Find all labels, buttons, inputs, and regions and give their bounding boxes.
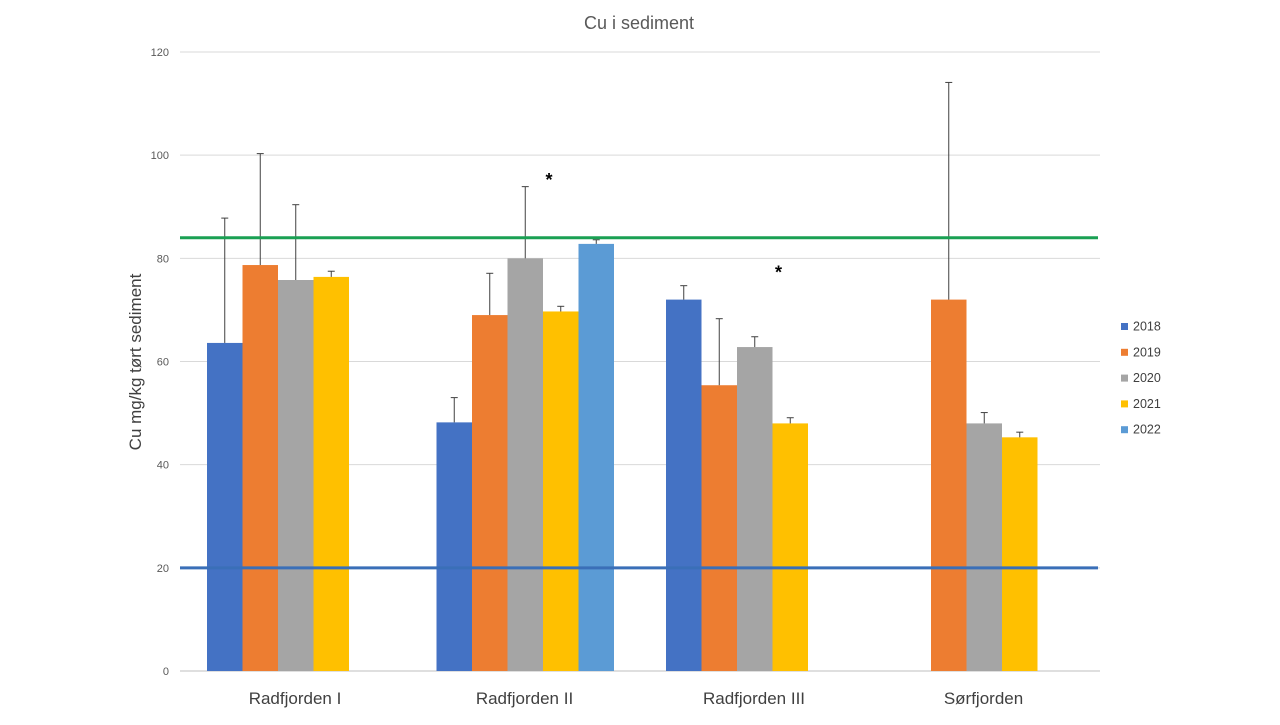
error-bars — [221, 81, 1024, 438]
y-tick-labels: 0 20 40 60 80 100 120 — [151, 47, 169, 678]
legend-swatch — [1121, 374, 1128, 382]
y-axis-label: Cu mg/kg tørt sediment — [126, 273, 145, 450]
y-tick-label: 100 — [151, 150, 169, 162]
legend-swatch — [1121, 323, 1128, 330]
bar — [278, 279, 314, 671]
legend-label: 2018 — [1133, 320, 1161, 334]
bar — [436, 422, 472, 671]
legend-label: 2022 — [1133, 423, 1161, 437]
annotation-asterisk: * — [775, 263, 782, 283]
bar — [242, 265, 278, 671]
x-tick-label: Radfjorden II — [476, 689, 573, 708]
bar — [507, 258, 543, 671]
x-tick-labels: Radfjorden I Radfjorden II Radfjorden III S… — [249, 689, 1024, 708]
legend-label: 2019 — [1133, 345, 1161, 359]
x-tick-label: Radfjorden III — [703, 689, 805, 708]
bar — [313, 276, 349, 671]
legend-label: 2021 — [1133, 397, 1161, 411]
bar — [666, 299, 702, 671]
bar — [966, 423, 1002, 671]
x-tick-label: Radfjorden I — [249, 689, 342, 708]
legend: 2018 2019 2020 2021 2022 — [1121, 320, 1161, 437]
legend-swatch — [1121, 348, 1128, 356]
legend-swatch — [1121, 400, 1128, 408]
y-tick-label: 20 — [157, 563, 169, 575]
bar — [543, 311, 579, 671]
bar — [578, 243, 614, 671]
annotations: ** — [545, 170, 782, 283]
bars — [207, 243, 1038, 671]
bar — [737, 347, 773, 671]
bar — [701, 385, 737, 671]
reference-lines — [180, 236, 1098, 570]
y-tick-label: 60 — [157, 357, 169, 369]
x-tick-label: Sørfjorden — [944, 689, 1023, 708]
bar — [772, 423, 808, 671]
annotation-asterisk: * — [545, 170, 552, 190]
legend-label: 2020 — [1133, 371, 1161, 385]
bar — [207, 342, 243, 671]
bar — [931, 299, 967, 671]
y-tick-label: 80 — [157, 253, 169, 265]
legend-swatch — [1121, 426, 1128, 434]
bar — [1002, 437, 1038, 671]
y-tick-label: 120 — [151, 47, 169, 59]
chart-title: Cu i sediment — [584, 13, 694, 33]
bar — [472, 315, 508, 671]
y-tick-label: 0 — [163, 666, 169, 678]
y-tick-label: 40 — [157, 460, 169, 472]
